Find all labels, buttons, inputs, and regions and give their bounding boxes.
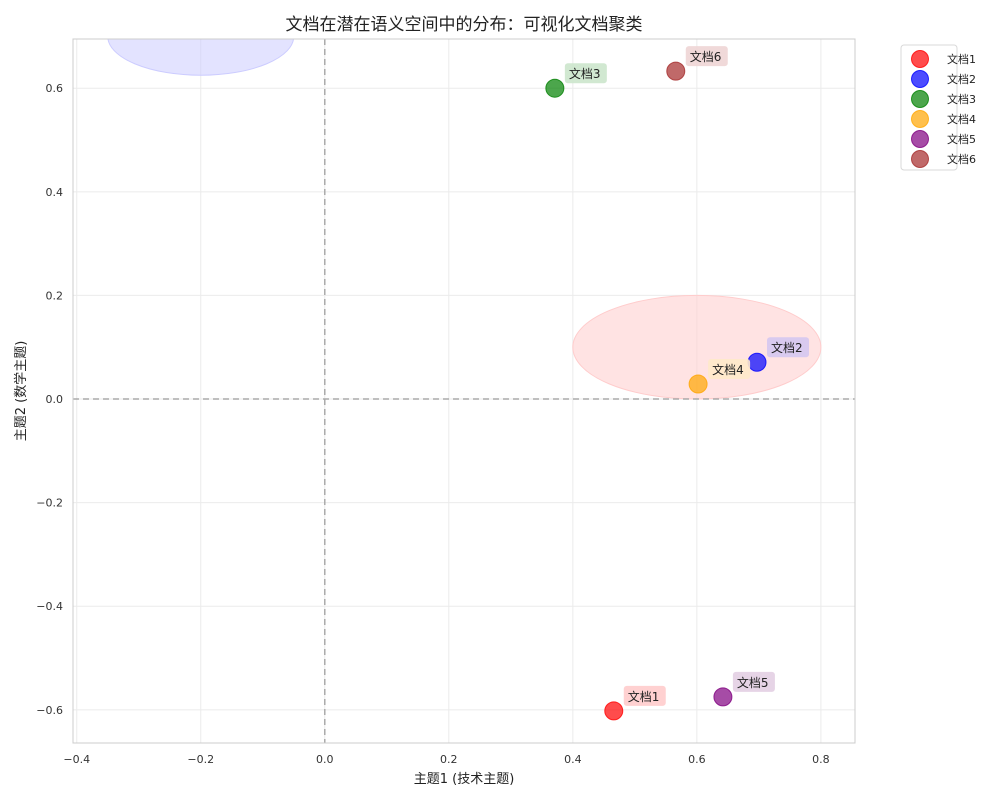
y-axis-label: 主题2 (数学主题) bbox=[13, 341, 29, 442]
data-points: 文档1 文档2 文档3 文档4 文档5 文档6 bbox=[545, 46, 810, 721]
x-tick-label: 0.8 bbox=[812, 753, 830, 766]
annotation-label: 文档1 bbox=[628, 689, 660, 704]
annotation-label: 文档2 bbox=[771, 340, 803, 355]
y-tick-label: 0.4 bbox=[46, 186, 64, 199]
legend-marker bbox=[911, 110, 929, 128]
legend-label: 文档4 bbox=[947, 112, 976, 126]
x-tick-label: 0.4 bbox=[564, 753, 582, 766]
legend-marker bbox=[911, 130, 929, 148]
data-point-group: 文档1 bbox=[604, 685, 666, 721]
legend-marker bbox=[911, 50, 929, 68]
y-tick-label: −0.6 bbox=[36, 704, 63, 717]
y-tick-label: 0.6 bbox=[46, 82, 64, 95]
annotation-box bbox=[732, 671, 775, 692]
legend-label: 文档6 bbox=[947, 152, 976, 166]
legend-label: 文档1 bbox=[947, 52, 976, 66]
y-tick-label: −0.2 bbox=[36, 497, 63, 510]
y-tick-label: −0.4 bbox=[36, 600, 63, 613]
annotation-label: 文档5 bbox=[737, 675, 769, 690]
plot-frame bbox=[72, 38, 856, 744]
legend-marker bbox=[911, 90, 929, 108]
x-tick-label: 0.0 bbox=[316, 753, 334, 766]
annotation-box bbox=[767, 337, 810, 358]
annotation-box bbox=[685, 46, 728, 67]
chart-title: 文档在潜在语义空间中的分布：可视化文档聚类 bbox=[286, 15, 643, 35]
annotation-label: 文档4 bbox=[712, 362, 744, 377]
x-tick-label: −0.2 bbox=[187, 753, 214, 766]
data-point-group: 文档3 bbox=[545, 63, 607, 98]
data-point-marker bbox=[604, 701, 624, 721]
legend-label: 文档2 bbox=[947, 72, 976, 86]
annotation-label: 文档6 bbox=[690, 49, 722, 64]
data-point-marker bbox=[747, 352, 767, 372]
x-axis-ticks: −0.4 −0.2 0.0 0.2 0.4 0.6 0.8 bbox=[63, 753, 829, 766]
y-tick-label: 0.0 bbox=[46, 393, 64, 406]
y-tick-label: 0.2 bbox=[46, 289, 64, 302]
data-point-marker bbox=[666, 61, 686, 81]
data-point-group: 文档5 bbox=[713, 671, 775, 707]
data-point-marker bbox=[545, 78, 565, 98]
legend: 文档1 文档2 文档3 文档4 文档5 文档6 bbox=[900, 44, 976, 171]
x-tick-label: 0.6 bbox=[688, 753, 706, 766]
data-point-group: 文档6 bbox=[666, 46, 728, 81]
cluster-ellipse bbox=[107, 39, 295, 76]
cluster-ellipses bbox=[107, 39, 822, 400]
x-tick-label: 0.2 bbox=[440, 753, 458, 766]
annotation-box bbox=[623, 685, 666, 706]
legend-marker bbox=[911, 70, 929, 88]
annotation-box bbox=[708, 359, 751, 380]
data-point-marker bbox=[688, 374, 708, 394]
data-point-group: 文档4 bbox=[688, 359, 751, 394]
y-axis-ticks: −0.6 −0.4 −0.2 0.0 0.2 0.4 0.6 bbox=[36, 82, 63, 717]
reference-lines bbox=[73, 39, 855, 743]
annotation-label: 文档3 bbox=[569, 66, 601, 81]
annotation-box bbox=[564, 63, 607, 84]
legend-marker bbox=[911, 150, 929, 168]
legend-label: 文档5 bbox=[947, 132, 976, 146]
x-tick-label: −0.4 bbox=[63, 753, 90, 766]
legend-label: 文档3 bbox=[947, 92, 976, 106]
x-axis-label: 主题1 (技术主题) bbox=[414, 772, 515, 787]
data-point-group: 文档2 bbox=[747, 337, 810, 372]
data-point-marker bbox=[713, 687, 733, 707]
